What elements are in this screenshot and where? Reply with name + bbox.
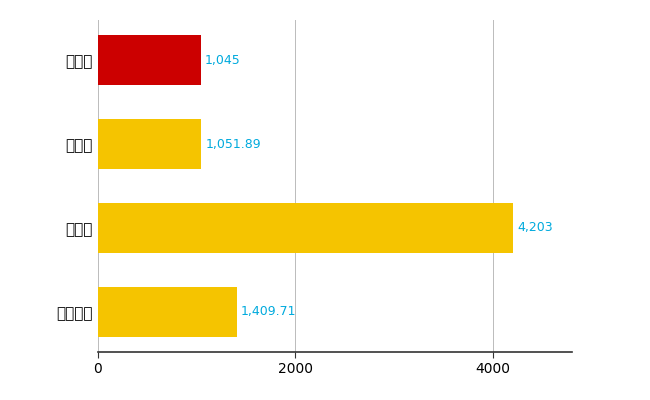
Text: 4,203: 4,203 [517,222,552,234]
Bar [98,35,201,85]
Bar [98,119,202,169]
Text: 1,051.89: 1,051.89 [205,138,261,150]
Bar [98,203,513,253]
Bar [98,287,237,337]
Text: 1,045: 1,045 [205,54,240,67]
Text: 1,409.71: 1,409.71 [240,305,296,318]
